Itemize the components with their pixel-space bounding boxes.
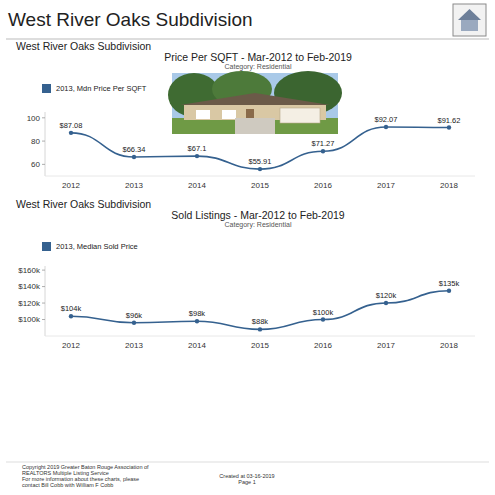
y-axis-line xyxy=(45,266,46,336)
series-line xyxy=(71,291,449,330)
x-tick-label: 2013 xyxy=(125,341,143,350)
legend-swatch xyxy=(42,84,51,93)
legend-label: 2013, Mdn Price Per SQFT xyxy=(56,84,147,93)
data-point xyxy=(195,319,199,323)
y-tick-label: 60 xyxy=(31,160,40,169)
data-point xyxy=(321,317,325,321)
x-tick-label: 2017 xyxy=(377,181,395,190)
data-point xyxy=(258,327,262,331)
data-point xyxy=(447,289,451,293)
logo xyxy=(453,4,486,36)
x-tick-label: 2016 xyxy=(314,181,332,190)
photo-window xyxy=(222,110,236,119)
page: West River Oaks SubdivisionWest River Oa… xyxy=(0,0,495,495)
data-point xyxy=(384,301,388,305)
data-labels: $104k $96k $98k $88k $100k $120k $135k xyxy=(61,279,460,327)
x-tick-label: 2012 xyxy=(62,341,80,350)
legend-swatch xyxy=(42,242,51,251)
y-tick-label: $100k xyxy=(18,315,41,324)
data-label: $66.34 xyxy=(123,145,146,154)
photo-garage xyxy=(280,108,320,123)
logo-frame xyxy=(453,4,486,36)
data-point xyxy=(195,154,199,158)
data-label: $135k xyxy=(439,279,460,288)
x-tick-label: 2013 xyxy=(125,181,143,190)
x-tick-label: 2014 xyxy=(188,181,206,190)
x-tick-label: 2012 xyxy=(62,181,80,190)
x-tick-label: 2015 xyxy=(251,181,269,190)
y-tick-label: $140k xyxy=(18,282,41,291)
y-tick-label: $120k xyxy=(18,299,41,308)
page-title: West River Oaks Subdivision xyxy=(8,9,253,30)
text-line: 2013, Median Sold Price xyxy=(56,242,138,251)
y-tick-label: 80 xyxy=(31,137,40,146)
x-tick-label: 2014 xyxy=(188,341,206,350)
data-point xyxy=(447,125,451,129)
photo-window xyxy=(196,110,210,119)
x-tick-label: 2016 xyxy=(314,341,332,350)
data-point xyxy=(258,167,262,171)
photo-drive xyxy=(235,118,275,134)
data-label: $91.62 xyxy=(438,116,461,125)
chart-panel: West River Oaks Subdivision Sold Listings… xyxy=(16,198,475,350)
footer-rule xyxy=(6,462,489,463)
y-tick xyxy=(42,286,45,287)
data-label: $104k xyxy=(61,304,82,313)
chart-subtitle: Category: Residential xyxy=(225,63,292,71)
x-axis-line xyxy=(45,176,475,177)
x-tick-label: 2015 xyxy=(251,341,269,350)
data-point xyxy=(69,314,73,318)
panel-heading: West River Oaks Subdivision xyxy=(16,40,151,52)
photo-roof xyxy=(180,93,330,105)
y-tick xyxy=(42,270,45,271)
data-point xyxy=(132,321,136,325)
footer-page: Page 1 xyxy=(238,479,255,485)
house-photo xyxy=(168,71,342,134)
data-label: $87.08 xyxy=(60,121,83,130)
chart-title: Sold Listings - Mar-2012 to Feb-2019 xyxy=(171,209,345,221)
y-tick xyxy=(42,117,45,118)
text-line: 2013, Mdn Price Per SQFT xyxy=(56,84,147,93)
data-label: $55.91 xyxy=(249,157,272,166)
y-tick xyxy=(42,141,45,142)
y-tick-label: $160k xyxy=(18,266,41,275)
legend-label: 2013, Median Sold Price xyxy=(56,242,138,251)
data-label: $98k xyxy=(189,309,206,318)
data-label: $67.1 xyxy=(188,144,207,153)
chart-subtitle: Category: Residential xyxy=(225,221,292,229)
x-axis-line xyxy=(45,336,475,337)
data-label: $96k xyxy=(126,311,143,320)
y-tick xyxy=(42,303,45,304)
footer-note: contact Bill Cobb with William F Cobb xyxy=(22,482,113,488)
data-labels: $87.08 $66.34 $67.1 $55.91 $71.27 $92.07 $91.6… xyxy=(60,115,461,166)
data-point xyxy=(321,149,325,153)
y-tick xyxy=(42,164,45,165)
logo-house xyxy=(461,20,478,31)
x-tick-label: 2017 xyxy=(377,341,395,350)
data-label: $100k xyxy=(313,308,334,317)
data-point xyxy=(69,131,73,135)
data-point xyxy=(132,155,136,159)
y-tick xyxy=(42,319,45,320)
data-label: $88k xyxy=(252,317,269,326)
plot-marks xyxy=(69,289,451,332)
chart-title: Price Per SQFT - Mar-2012 to Feb-2019 xyxy=(164,51,352,63)
data-label: $71.27 xyxy=(312,139,335,148)
logo-roof xyxy=(458,9,481,20)
x-tick-label: 2018 xyxy=(440,181,458,190)
data-label: $92.07 xyxy=(375,115,398,124)
y-axis-line xyxy=(45,112,46,176)
x-tick-label: 2018 xyxy=(440,341,458,350)
chart-panel: West River Oaks Subdivision Price Per SQF… xyxy=(16,40,475,190)
data-label: $120k xyxy=(376,291,397,300)
y-tick-label: 100 xyxy=(27,114,41,123)
panel-heading: West River Oaks Subdivision xyxy=(16,198,151,210)
data-point xyxy=(384,125,388,129)
